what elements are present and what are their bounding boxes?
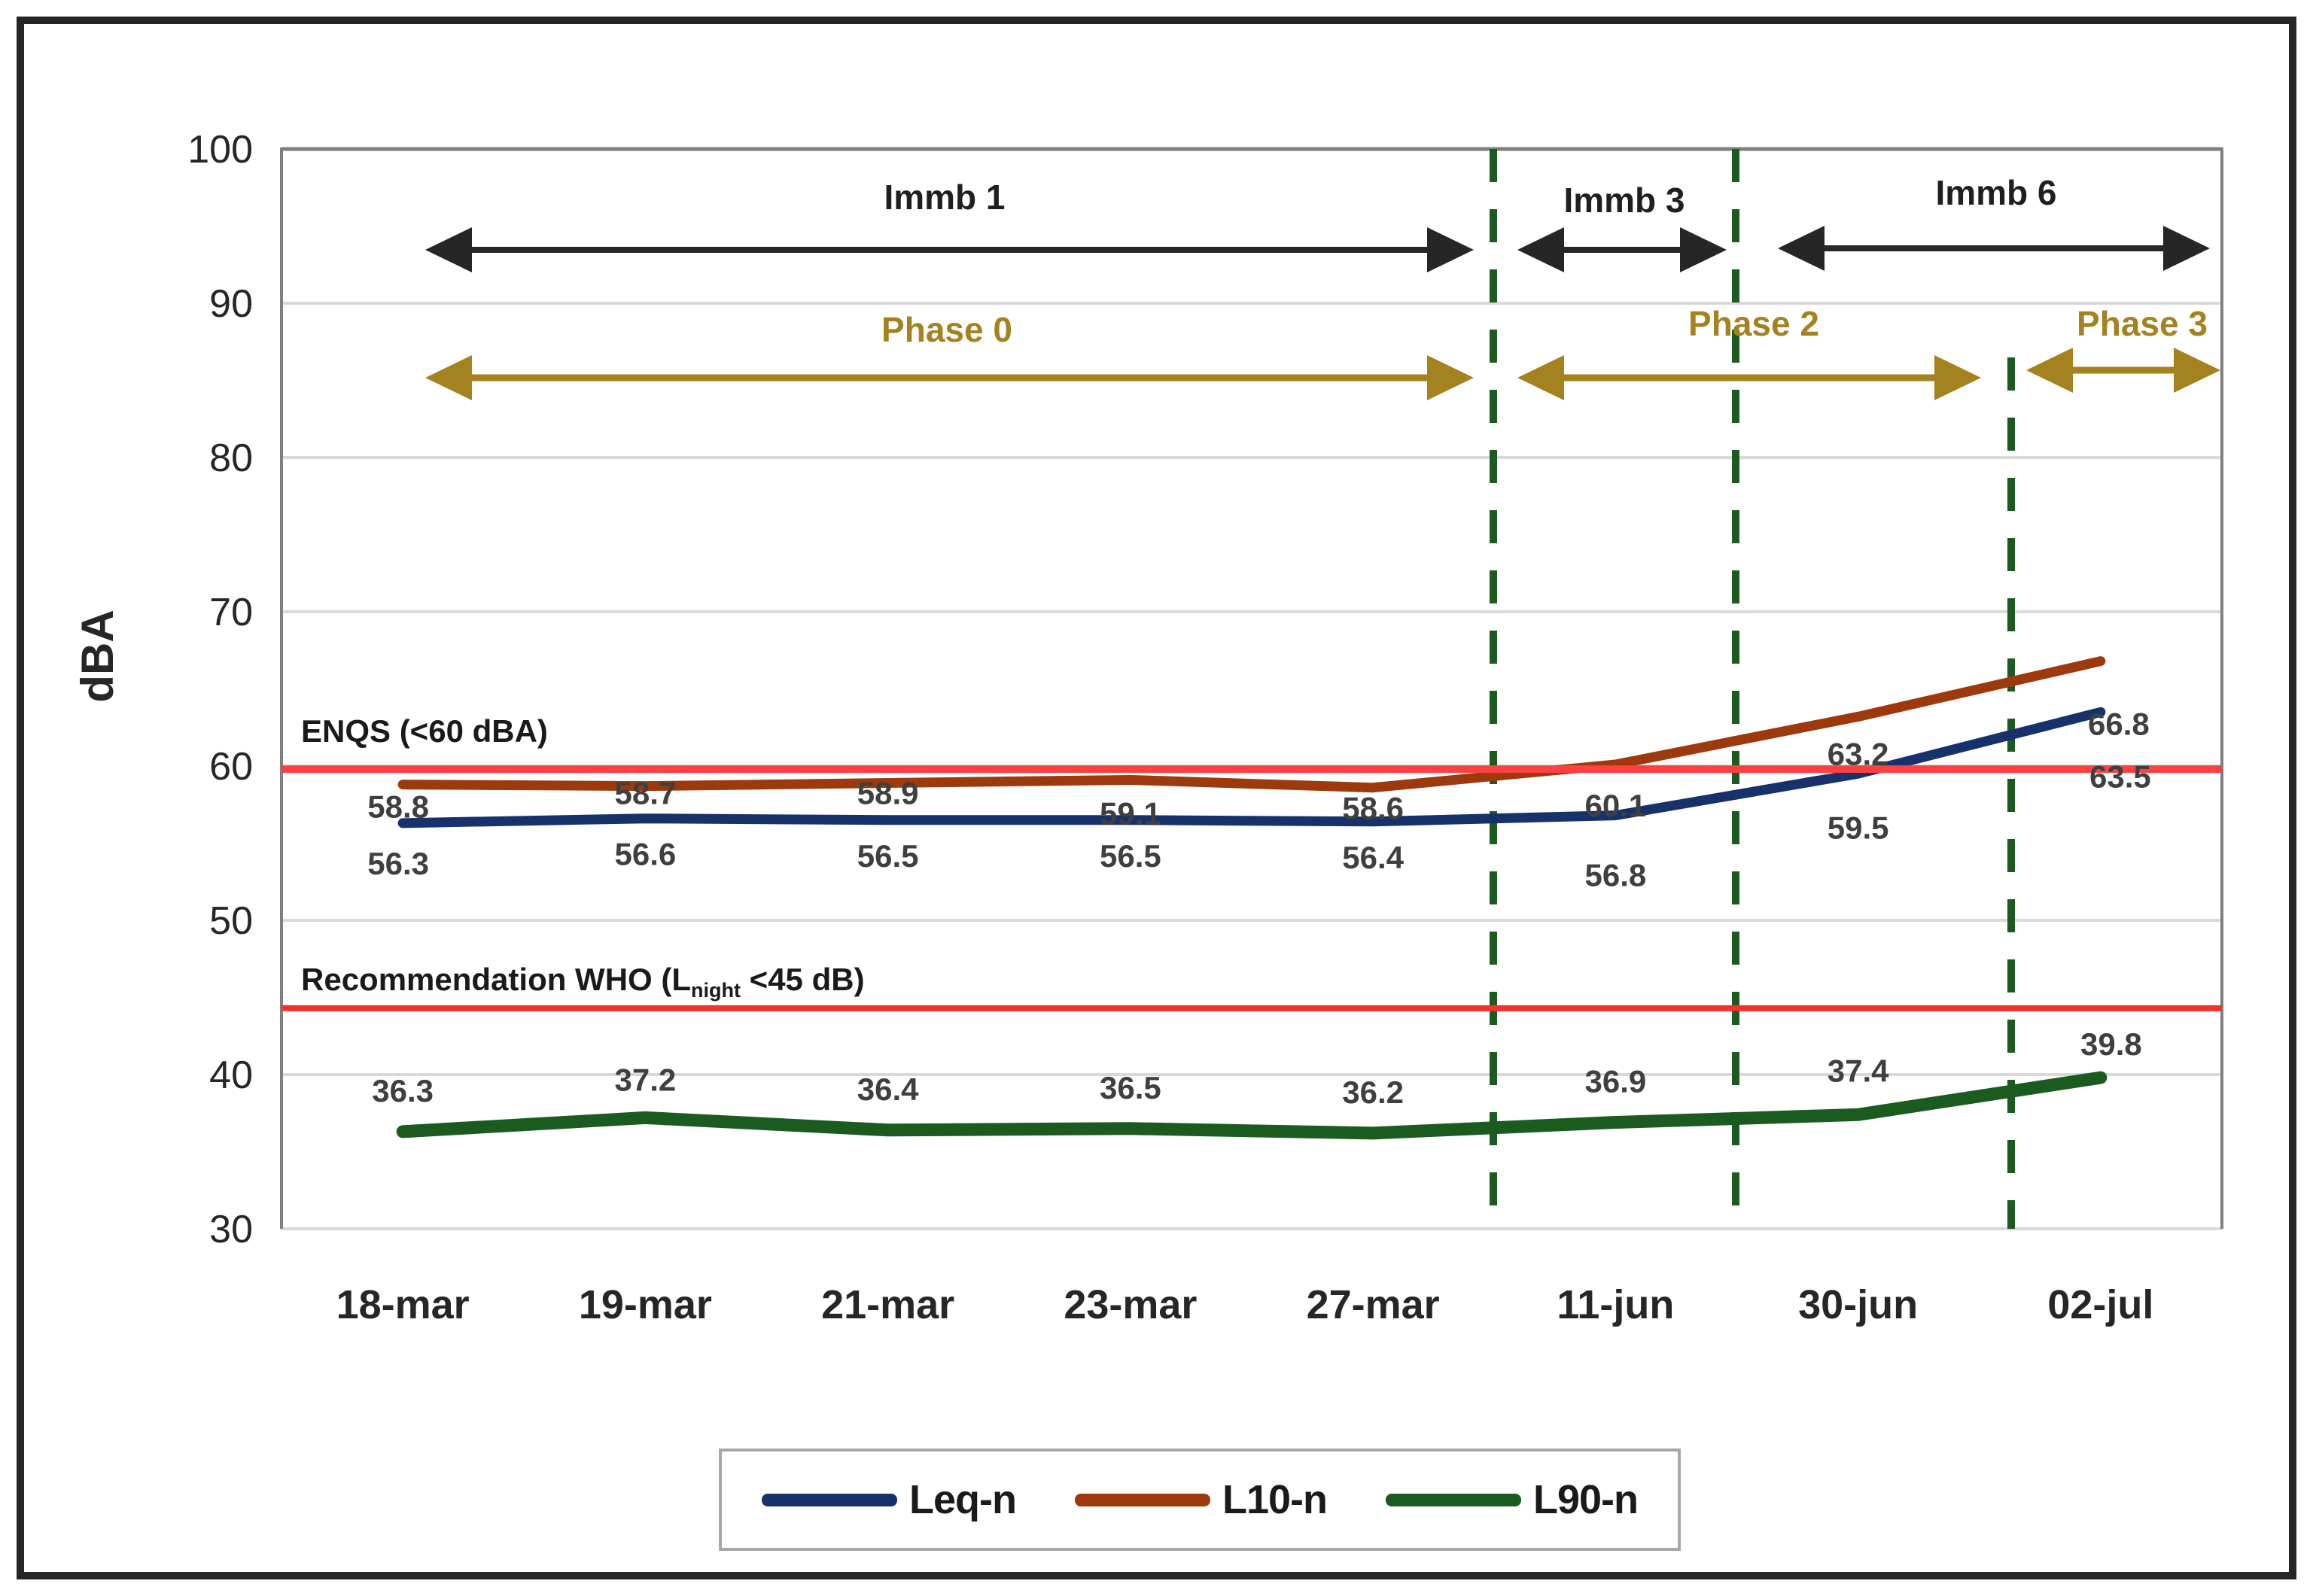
data-label-leq-n-11-jun: 56.8: [1585, 858, 1647, 893]
immb-arrowhead-right: [2163, 226, 2210, 271]
immb-annotations: Immb 1 Immb 3 Immb 6: [425, 173, 2210, 272]
immb-label: Immb 6: [1935, 173, 2056, 212]
legend-swatch-l90-n: [1385, 1493, 1521, 1506]
x-tick-label-30-jun: 30-jun: [1798, 1282, 1918, 1327]
legend-item-l90-n: L90-n: [1385, 1476, 1639, 1523]
series-line-l10-n: [397, 656, 2106, 793]
phase-arrowhead-left: [2026, 348, 2073, 393]
data-label-l90-n-18-mar: 36.3: [372, 1073, 434, 1108]
legend-item-l10-n: L10-n: [1074, 1476, 1328, 1523]
data-label-l10-n-30-jun: 63.2: [1828, 736, 1889, 771]
y-tick-label-90: 90: [209, 282, 253, 326]
immb-arrowhead-left: [1778, 226, 1825, 271]
phase-arrowhead-left: [425, 355, 472, 400]
y-tick-label-70: 70: [209, 591, 253, 634]
y-tick-label-40: 40: [209, 1053, 253, 1097]
reference-lines: [282, 765, 2222, 1011]
data-label-l10-n-19-mar: 58.7: [615, 776, 677, 811]
data-label-l10-n-18-mar: 58.8: [367, 789, 429, 825]
legend-label: L90-n: [1532, 1477, 1639, 1522]
data-label-leq-n-27-mar: 56.4: [1342, 840, 1404, 875]
x-tick-label-21-mar: 21-mar: [821, 1282, 954, 1327]
ref-label-who: Recommendation WHO (Lnight <45 dB): [301, 962, 865, 1002]
data-label-l10-n-02-jul: 66.8: [2088, 707, 2150, 742]
data-labels: 56.3 56.6 56.5 56.5 56.4 56.8 59.5 63.5 58.8 58.7…: [367, 707, 2151, 1110]
y-tick-label-60: 60: [209, 745, 253, 789]
phase-arrowhead-right: [2174, 348, 2220, 393]
y-tick-label-50: 50: [209, 899, 253, 943]
series-line-leq-n: [397, 707, 2106, 828]
y-tick-label-80: 80: [209, 436, 253, 480]
data-label-l90-n-11-jun: 36.9: [1585, 1064, 1647, 1099]
data-label-leq-n-23-mar: 56.5: [1100, 838, 1161, 874]
phase-arrowhead-right: [1427, 355, 1474, 400]
phase-label: Phase 2: [1688, 304, 1819, 343]
ref-label-enqs: ENQS (<60 dBA): [301, 713, 548, 749]
data-label-l90-n-30-jun: 37.4: [1828, 1053, 1889, 1088]
phase-boundary-lines: [1490, 149, 2015, 1229]
x-tick-label-02-jul: 02-jul: [2047, 1282, 2153, 1327]
y-axis: 30 40 50 60 70 80 90 100: [187, 128, 253, 1251]
figure-border: [17, 17, 2296, 1579]
x-tick-label-18-mar: 18-mar: [336, 1282, 470, 1327]
data-label-l10-n-21-mar: 58.9: [857, 776, 919, 811]
data-label-l90-n-19-mar: 37.2: [615, 1062, 677, 1097]
x-tick-label-11-jun: 11-jun: [1557, 1282, 1674, 1327]
data-label-l10-n-27-mar: 58.6: [1342, 791, 1404, 826]
immb-arrowhead-right: [1680, 227, 1727, 272]
data-label-l90-n-21-mar: 36.4: [857, 1072, 919, 1107]
data-label-l10-n-11-jun: 60.1: [1585, 788, 1647, 823]
phase-annotations: Phase 0 Phase 2 Phase 3: [425, 304, 2220, 400]
phase-arrowhead-right: [1934, 355, 1981, 400]
phase-label: Phase 0: [881, 310, 1012, 349]
x-axis: 18-mar 19-mar 21-mar 23-mar 27-mar 11-jun 30-j…: [336, 1282, 2154, 1327]
x-tick-label-23-mar: 23-mar: [1064, 1282, 1197, 1327]
data-label-leq-n-02-jul: 63.5: [2089, 758, 2151, 794]
data-label-l90-n-02-jul: 39.8: [2080, 1026, 2142, 1062]
legend-swatch-leq-n: [761, 1493, 897, 1506]
legend-item-leq-n: Leq-n: [761, 1476, 1017, 1523]
y-tick-label-30: 30: [209, 1208, 253, 1251]
data-label-l90-n-27-mar: 36.2: [1342, 1075, 1404, 1110]
legend-label: Leq-n: [908, 1477, 1017, 1522]
legend-swatch-l10-n: [1074, 1493, 1210, 1506]
x-tick-label-19-mar: 19-mar: [579, 1282, 712, 1327]
plot-border: [280, 147, 2223, 1229]
immb-arrowhead-right: [1427, 227, 1474, 272]
data-label-leq-n-21-mar: 56.5: [857, 838, 919, 874]
y-tick-label-100: 100: [187, 128, 253, 172]
phase-arrowhead-left: [1517, 355, 1564, 400]
immb-arrowhead-left: [1517, 227, 1564, 272]
reference-labels: ENQS (<60 dBA) Recommendation WHO (Lnight…: [301, 713, 865, 1002]
immb-label: Immb 1: [884, 178, 1005, 217]
legend-label: L10-n: [1222, 1477, 1328, 1522]
data-label-l10-n-23-mar: 59.1: [1100, 795, 1161, 831]
phase-label: Phase 3: [2077, 304, 2208, 343]
data-label-l90-n-23-mar: 36.5: [1100, 1070, 1161, 1105]
data-label-leq-n-19-mar: 56.6: [615, 837, 677, 872]
series-lines: [396, 656, 2108, 1140]
y-axis-label: dBA: [72, 610, 123, 702]
immb-label: Immb 3: [1563, 181, 1685, 220]
data-label-leq-n-18-mar: 56.3: [367, 846, 429, 881]
x-tick-label-27-mar: 27-mar: [1307, 1282, 1440, 1327]
immb-arrowhead-left: [425, 227, 472, 272]
series-line-l90-n: [396, 1071, 2108, 1140]
chart-legend: Leq-n L10-n L90-n: [719, 1449, 1681, 1551]
data-label-leq-n-30-jun: 59.5: [1828, 810, 1889, 845]
y-axis-title: dBA: [72, 610, 123, 702]
